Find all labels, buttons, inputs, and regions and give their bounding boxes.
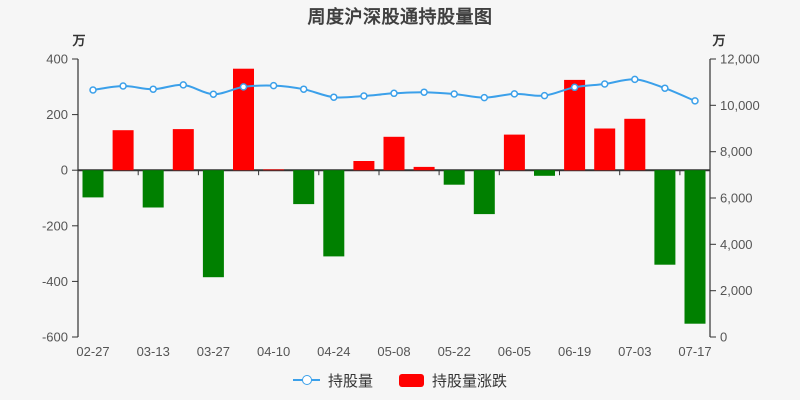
bar [323,170,345,257]
y-tick-label-right: 8,000 [720,144,753,159]
legend: 持股量 持股量涨跌 [0,367,800,393]
y-tick-label-right: 6,000 [720,191,753,206]
line-point [540,91,549,100]
x-tick-label: 05-22 [438,344,471,359]
y-tick-label-right: 12,000 [720,52,760,67]
y-tick-label-right: 2,000 [720,283,753,298]
legend-label-holdings: 持股量 [327,372,373,390]
x-tick-label: 05-08 [377,344,410,359]
y-tick-label-right: 0 [720,330,727,345]
x-tick-label: 07-03 [618,344,651,359]
bar [564,79,586,171]
line-point [239,83,248,91]
line-point [149,85,157,93]
bar [684,170,706,324]
line-series-marker-icon [292,375,320,385]
y-tick-label-right: 4,000 [720,237,753,252]
bar [82,170,104,198]
line-point [119,82,127,90]
bar [443,170,465,185]
right-axis-unit: 万 [712,33,726,48]
line-point [480,93,489,102]
y-tick-label-left: -200 [42,218,68,233]
bar [473,170,495,215]
line-point [89,86,97,94]
line-point [510,90,519,98]
x-tick-label: 06-05 [498,344,531,359]
chart-title: 周度沪深股通持股量图 [307,7,493,27]
line-point [631,75,639,84]
bar [263,169,285,171]
bar [142,170,164,208]
bar-series-marker-icon [399,373,424,387]
y-tick-label-left: -400 [42,274,68,289]
x-tick-label: 06-19 [558,344,591,359]
x-tick-label: 02-27 [76,344,109,359]
line-point [570,83,579,92]
y-tick-label-left: 200 [46,107,68,122]
y-tick-label-left: 400 [46,52,68,67]
x-tick-label: 04-10 [257,344,290,359]
bar [413,166,435,171]
bar [112,130,134,171]
line-point [600,80,609,88]
x-tick-label: 03-13 [137,344,170,359]
y-tick-label-left: -600 [42,330,68,345]
line-point [330,93,338,101]
line-point [299,85,308,93]
legend-item-change[interactable]: 持股量涨跌 [399,370,507,391]
x-tick-label: 07-17 [678,344,711,359]
line-point [661,84,669,92]
bar [503,134,525,171]
line-point [390,89,398,98]
legend-label-change: 持股量涨跌 [432,372,508,390]
bar [202,170,224,278]
line-point [691,97,699,105]
chart-canvas[interactable]: 400 200 0 -200 -400 -600 12,000 10,000 8,000 6,00… [0,0,800,366]
y-tick-label-left: 0 [61,163,68,178]
line-point [209,90,218,98]
legend-item-holdings[interactable]: 持股量 [292,370,373,391]
bar [353,161,375,171]
bar [293,170,315,205]
y-tick-label-right: 10,000 [720,98,760,113]
line-point [420,88,428,96]
x-tick-label: 03-27 [197,344,230,359]
left-axis-unit: 万 [72,33,86,48]
bar [233,68,254,171]
line-point [269,81,278,90]
bar [594,128,616,171]
x-tick-label: 04-24 [317,344,350,359]
bar [172,129,194,171]
bar [534,170,555,176]
line-point [450,90,458,98]
bar [383,136,405,171]
line-point [179,81,188,89]
line-point [360,92,368,100]
bar [654,170,676,265]
bar [624,118,646,171]
